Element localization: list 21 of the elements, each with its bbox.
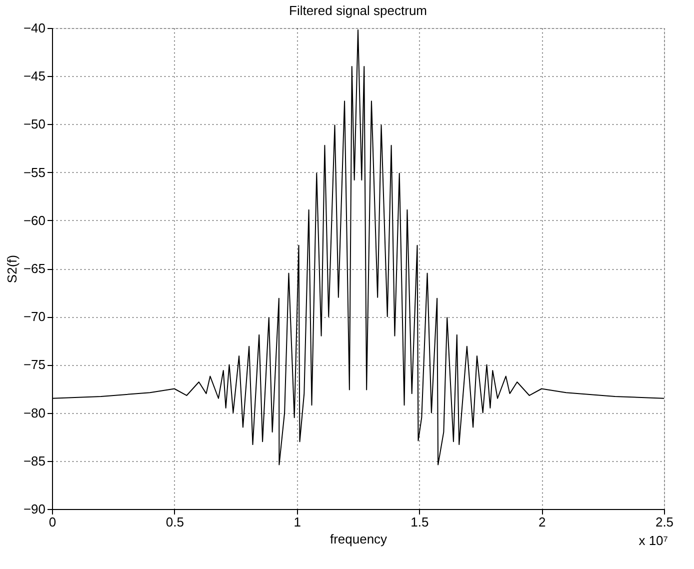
y-tick-label: −90 (23, 502, 46, 516)
y-axis-title: S2(f) (4, 254, 20, 284)
y-tick-label: −70 (23, 309, 46, 324)
x-tick-label: 0.5 (166, 514, 184, 530)
y-tick-label: −80 (23, 405, 46, 420)
y-tick-label: −60 (23, 212, 46, 228)
y-tick-label: −65 (23, 261, 46, 276)
x-axis-title: frequency (330, 532, 388, 546)
y-tick-label: −45 (23, 68, 46, 84)
y-tick-label: −75 (23, 357, 46, 372)
x-tick-label: 2 (538, 514, 546, 530)
text: x 10⁷ (638, 533, 668, 548)
x-tick-label: 2.5 (655, 514, 674, 530)
x-tick-label: 1.5 (410, 514, 429, 530)
x-tick-label: 1 (294, 514, 301, 530)
y-tick-label: −85 (23, 453, 46, 468)
chart-title: Filtered signal spectrum (289, 3, 427, 18)
y-tick-label: −40 (23, 20, 46, 36)
x-tick-label: 0 (48, 514, 56, 530)
y-tick-label: −55 (23, 164, 46, 180)
y-tick-label: −50 (23, 116, 46, 132)
